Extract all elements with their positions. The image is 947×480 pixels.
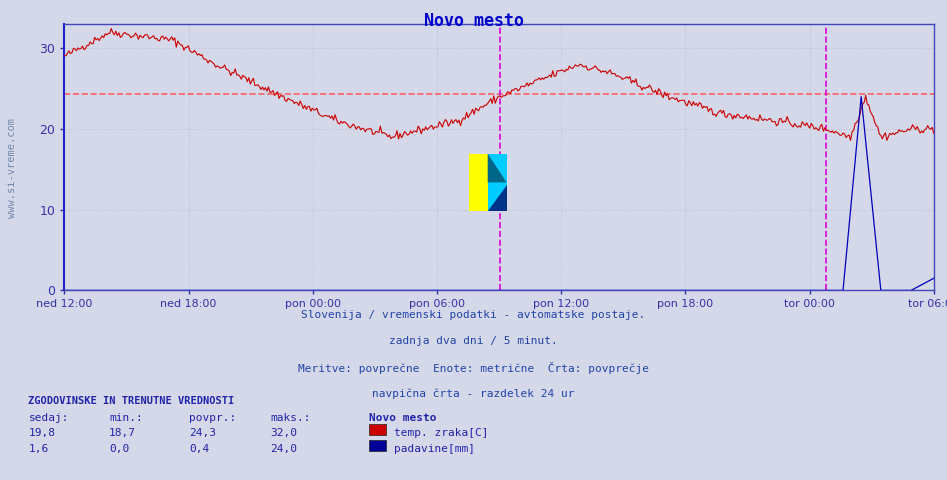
Text: Slovenija / vremenski podatki - avtomatske postaje.: Slovenija / vremenski podatki - avtomats… bbox=[301, 310, 646, 320]
Text: padavine[mm]: padavine[mm] bbox=[394, 444, 475, 454]
Text: ZGODOVINSKE IN TRENUTNE VREDNOSTI: ZGODOVINSKE IN TRENUTNE VREDNOSTI bbox=[28, 396, 235, 406]
Text: 0,4: 0,4 bbox=[189, 444, 209, 454]
Text: maks.:: maks.: bbox=[270, 413, 311, 423]
Text: navpična črta - razdelek 24 ur: navpična črta - razdelek 24 ur bbox=[372, 389, 575, 399]
Text: 24,3: 24,3 bbox=[189, 428, 217, 438]
Text: 1,6: 1,6 bbox=[28, 444, 48, 454]
Text: 19,8: 19,8 bbox=[28, 428, 56, 438]
Polygon shape bbox=[488, 185, 507, 211]
Text: 18,7: 18,7 bbox=[109, 428, 136, 438]
Text: povpr.:: povpr.: bbox=[189, 413, 237, 423]
Text: 0,0: 0,0 bbox=[109, 444, 129, 454]
Text: 24,0: 24,0 bbox=[270, 444, 297, 454]
Text: Novo mesto: Novo mesto bbox=[423, 12, 524, 30]
Text: sedaj:: sedaj: bbox=[28, 413, 69, 423]
Text: temp. zraka[C]: temp. zraka[C] bbox=[394, 428, 489, 438]
Text: zadnja dva dni / 5 minut.: zadnja dva dni / 5 minut. bbox=[389, 336, 558, 346]
Text: www.si-vreme.com: www.si-vreme.com bbox=[8, 118, 17, 218]
Text: 32,0: 32,0 bbox=[270, 428, 297, 438]
Text: Meritve: povprečne  Enote: metrične  Črta: povprečje: Meritve: povprečne Enote: metrične Črta:… bbox=[298, 362, 649, 374]
Polygon shape bbox=[488, 154, 507, 211]
Polygon shape bbox=[488, 154, 507, 182]
Text: Novo mesto: Novo mesto bbox=[369, 413, 437, 423]
Text: min.:: min.: bbox=[109, 413, 143, 423]
